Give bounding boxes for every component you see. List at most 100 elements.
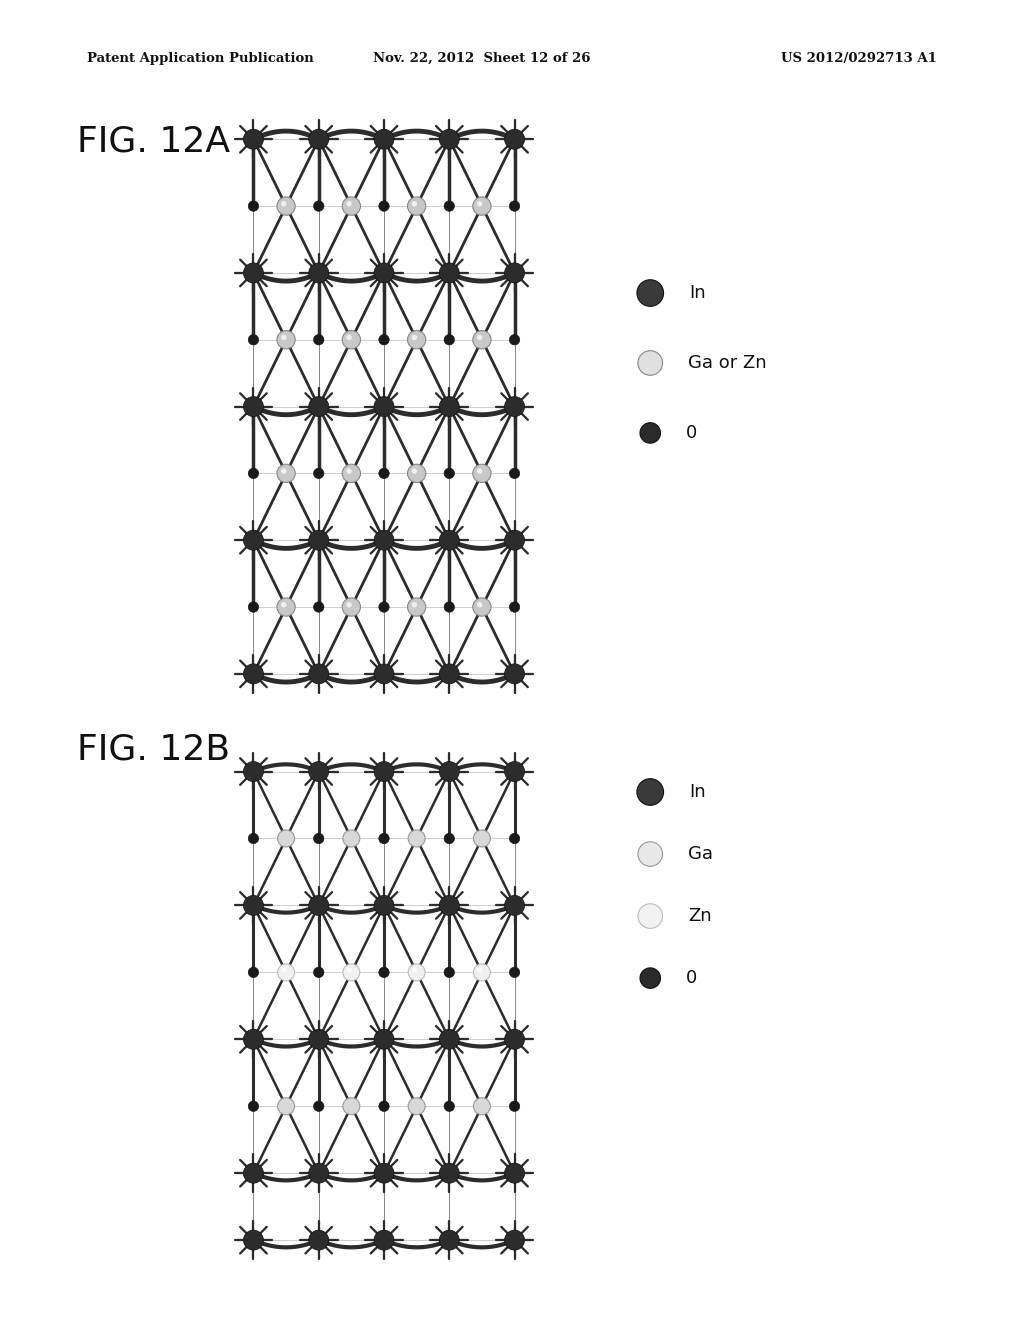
Circle shape bbox=[477, 602, 482, 607]
Circle shape bbox=[374, 1163, 394, 1183]
Text: In: In bbox=[689, 783, 706, 801]
Circle shape bbox=[509, 968, 520, 978]
Circle shape bbox=[509, 833, 520, 843]
Circle shape bbox=[308, 1230, 329, 1250]
Text: US 2012/0292713 A1: US 2012/0292713 A1 bbox=[781, 51, 937, 65]
Circle shape bbox=[473, 197, 492, 215]
Circle shape bbox=[505, 396, 524, 417]
Text: 0: 0 bbox=[686, 424, 697, 442]
Text: Patent Application Publication: Patent Application Publication bbox=[87, 51, 313, 65]
Circle shape bbox=[346, 335, 352, 341]
Circle shape bbox=[379, 1101, 389, 1111]
Circle shape bbox=[412, 469, 417, 474]
Circle shape bbox=[444, 334, 455, 345]
Circle shape bbox=[308, 1163, 329, 1183]
Circle shape bbox=[308, 762, 329, 781]
Circle shape bbox=[276, 330, 295, 348]
Circle shape bbox=[374, 263, 394, 282]
Circle shape bbox=[347, 968, 352, 973]
Circle shape bbox=[278, 964, 295, 981]
Circle shape bbox=[408, 197, 426, 215]
Circle shape bbox=[244, 263, 263, 282]
Circle shape bbox=[282, 968, 287, 973]
Circle shape bbox=[473, 330, 492, 348]
Circle shape bbox=[444, 602, 455, 612]
Text: Nov. 22, 2012  Sheet 12 of 26: Nov. 22, 2012 Sheet 12 of 26 bbox=[373, 51, 590, 65]
Circle shape bbox=[640, 968, 660, 989]
Circle shape bbox=[409, 1098, 425, 1115]
Circle shape bbox=[342, 465, 360, 483]
Circle shape bbox=[281, 335, 287, 341]
Circle shape bbox=[308, 129, 329, 149]
Circle shape bbox=[244, 895, 263, 915]
Circle shape bbox=[244, 664, 263, 684]
Text: Ga: Ga bbox=[688, 845, 713, 863]
Circle shape bbox=[346, 602, 352, 607]
Circle shape bbox=[473, 598, 492, 616]
Circle shape bbox=[244, 762, 263, 781]
Circle shape bbox=[276, 197, 295, 215]
Circle shape bbox=[248, 968, 259, 978]
Circle shape bbox=[278, 830, 295, 847]
Circle shape bbox=[379, 602, 389, 612]
Circle shape bbox=[342, 330, 360, 348]
Circle shape bbox=[412, 201, 417, 206]
Circle shape bbox=[346, 469, 352, 474]
Circle shape bbox=[477, 201, 482, 206]
Circle shape bbox=[248, 334, 259, 345]
Circle shape bbox=[638, 351, 663, 375]
Circle shape bbox=[473, 964, 490, 981]
Circle shape bbox=[439, 263, 460, 282]
Circle shape bbox=[505, 664, 524, 684]
Circle shape bbox=[505, 1230, 524, 1250]
Circle shape bbox=[412, 335, 417, 341]
Circle shape bbox=[308, 396, 329, 417]
Circle shape bbox=[444, 201, 455, 211]
Circle shape bbox=[637, 779, 664, 805]
Text: FIG. 12B: FIG. 12B bbox=[77, 733, 229, 767]
Circle shape bbox=[374, 664, 394, 684]
Circle shape bbox=[439, 396, 460, 417]
Circle shape bbox=[408, 465, 426, 483]
Circle shape bbox=[374, 895, 394, 915]
Circle shape bbox=[412, 602, 417, 607]
Circle shape bbox=[444, 968, 455, 978]
Text: In: In bbox=[689, 284, 706, 302]
Circle shape bbox=[248, 833, 259, 843]
Circle shape bbox=[439, 664, 460, 684]
Circle shape bbox=[477, 469, 482, 474]
Circle shape bbox=[473, 465, 492, 483]
Circle shape bbox=[505, 531, 524, 550]
Circle shape bbox=[505, 263, 524, 282]
Circle shape bbox=[313, 833, 324, 843]
Circle shape bbox=[248, 469, 259, 479]
Circle shape bbox=[640, 422, 660, 444]
Circle shape bbox=[374, 762, 394, 781]
Circle shape bbox=[248, 1101, 259, 1111]
Circle shape bbox=[248, 201, 259, 211]
Circle shape bbox=[342, 598, 360, 616]
Circle shape bbox=[308, 263, 329, 282]
Text: Zn: Zn bbox=[688, 907, 712, 925]
Circle shape bbox=[244, 531, 263, 550]
Circle shape bbox=[342, 197, 360, 215]
Circle shape bbox=[379, 334, 389, 345]
Circle shape bbox=[244, 1230, 263, 1250]
Circle shape bbox=[276, 465, 295, 483]
Circle shape bbox=[477, 335, 482, 341]
Circle shape bbox=[343, 830, 359, 847]
Circle shape bbox=[343, 964, 359, 981]
Circle shape bbox=[444, 469, 455, 479]
Circle shape bbox=[308, 895, 329, 915]
Circle shape bbox=[412, 968, 417, 973]
Circle shape bbox=[379, 469, 389, 479]
Circle shape bbox=[313, 1101, 324, 1111]
Circle shape bbox=[505, 1030, 524, 1049]
Circle shape bbox=[379, 968, 389, 978]
Text: Ga or Zn: Ga or Zn bbox=[688, 354, 767, 372]
Circle shape bbox=[313, 201, 324, 211]
Circle shape bbox=[308, 1030, 329, 1049]
Circle shape bbox=[244, 1163, 263, 1183]
Circle shape bbox=[477, 968, 482, 973]
Circle shape bbox=[281, 602, 287, 607]
